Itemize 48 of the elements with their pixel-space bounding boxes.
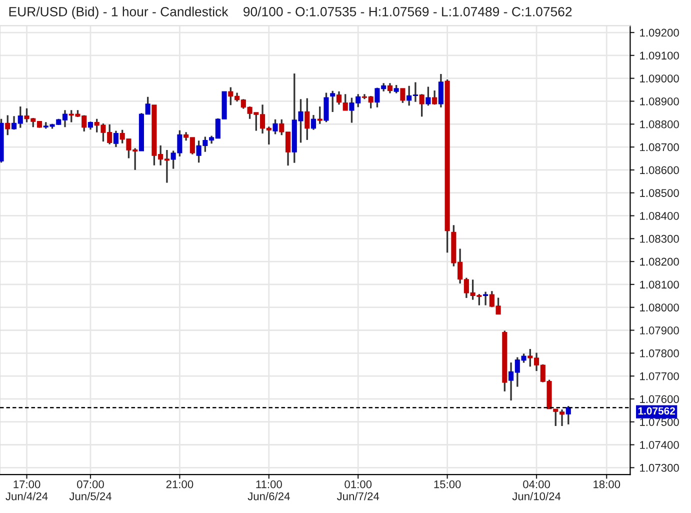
y-tick-label: 1.08600 <box>640 166 679 174</box>
y-tick-label: 1.07500 <box>640 418 679 426</box>
y-tick-label: 1.08000 <box>640 304 679 312</box>
candlestick <box>272 118 278 136</box>
candlestick <box>310 114 316 131</box>
y-tick-label: 1.08800 <box>640 120 679 128</box>
x-tick-label: 21:00 <box>166 480 194 488</box>
y-tick-label: 1.07700 <box>640 372 679 380</box>
candlestick <box>342 93 348 111</box>
y-tick-label: 1.07900 <box>640 326 679 334</box>
candlestick <box>304 97 310 141</box>
candlestick <box>5 114 10 136</box>
candlestick <box>432 90 438 106</box>
y-tick-label: 1.08500 <box>640 189 679 197</box>
y-tick-label: 1.07600 <box>640 395 679 404</box>
x-tick-label: 07:00 Jun/5/24 <box>69 480 112 500</box>
y-tick-label: 1.07300 <box>640 464 679 472</box>
candlestick <box>566 405 571 426</box>
x-tick-label: 01:00 Jun/7/24 <box>336 480 380 500</box>
y-tick-label: 1.07800 <box>640 349 679 358</box>
y-tick-label: 1.09000 <box>640 74 679 82</box>
x-tick-label: 17:00 Jun/4/24 <box>6 480 48 500</box>
candlestick <box>336 90 342 106</box>
y-tick-label: 1.08400 <box>640 212 679 220</box>
y-tick-label: 1.07400 <box>640 441 679 449</box>
candlestick <box>324 92 329 123</box>
x-tick-label: 11:00 Jun/6/24 <box>248 480 290 500</box>
y-tick-label: 1.08700 <box>640 143 679 152</box>
candlestick <box>113 130 118 148</box>
y-tick-label: 1.08100 <box>640 280 679 289</box>
ref-line-label: 1.07562 <box>638 407 675 415</box>
x-tick-label: 15:00 <box>434 480 461 488</box>
chart-title: EUR/USD (Bid) - 1 hour - Candlestick 90/100 - O:1.07535 - H:1.07569 - L:1.07489 - C:1.07562 <box>9 6 572 19</box>
candlestick <box>438 73 444 108</box>
y-tick-label: 1.08200 <box>640 258 679 266</box>
candlestick <box>483 290 488 306</box>
candlestick <box>330 90 336 113</box>
candlestick <box>419 93 424 118</box>
candlestick <box>317 106 322 125</box>
x-tick-label: 18:00 <box>594 480 620 488</box>
candlestick <box>426 86 431 106</box>
candlestick <box>400 88 406 104</box>
x-tick-label: 04:00 Jun/10/24 <box>512 480 561 500</box>
y-tick-label: 1.09100 <box>640 52 679 60</box>
y-tick-label: 1.09200 <box>640 28 679 37</box>
candlestick <box>387 82 392 94</box>
y-tick-label: 1.08900 <box>640 97 679 106</box>
y-tick-label: 1.08300 <box>640 234 679 243</box>
